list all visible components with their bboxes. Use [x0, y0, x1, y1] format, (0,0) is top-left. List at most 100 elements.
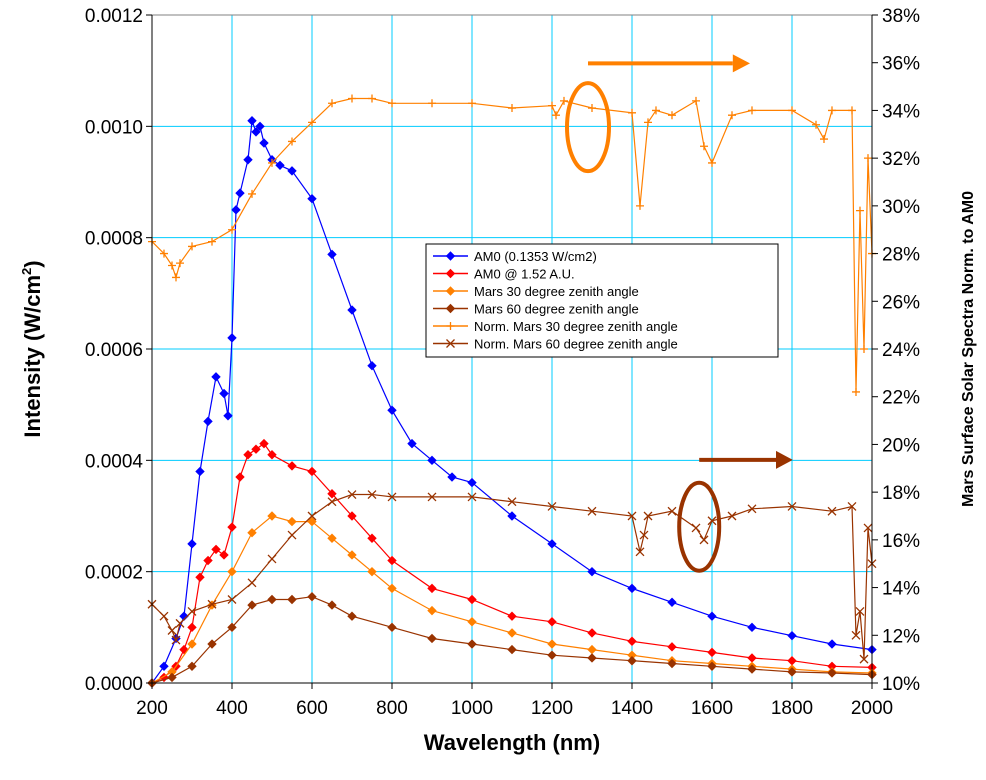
- series-6-point: [643, 511, 653, 521]
- x-tick-label: 600: [296, 698, 328, 719]
- series-3-point: [387, 583, 397, 594]
- series-4-point: [247, 600, 257, 610]
- y-tick-label: 0.0002: [85, 563, 143, 584]
- series-5-point: [428, 99, 436, 108]
- series-4: [147, 592, 877, 688]
- x-axis-title: Wavelength (nm): [424, 730, 600, 755]
- series-5-point: [248, 189, 256, 198]
- y2-tick-label: 26%: [882, 292, 920, 313]
- series-6-point: [207, 599, 217, 609]
- series-2-point: [467, 594, 477, 605]
- series-5-point: [268, 158, 276, 167]
- series-5-point: [176, 259, 184, 268]
- series-5-point: [288, 137, 296, 146]
- y-tick-label: 0.0012: [85, 6, 143, 27]
- series-6-point: [327, 497, 337, 507]
- series-1-point: [407, 438, 417, 449]
- series-2-point: [287, 461, 297, 471]
- series-1-point: [547, 539, 557, 549]
- series-5-point: [188, 242, 196, 251]
- series-5-point: [168, 261, 176, 270]
- series-6-point: [699, 535, 709, 545]
- series-4-point: [327, 600, 337, 610]
- axes: 200 400 600 800 1000 1200 1400 1600 1800 2000 0.00…: [85, 6, 920, 719]
- series-5-point: [828, 106, 836, 115]
- series-4-point: [187, 661, 197, 672]
- y-tick-label: 0.0006: [85, 340, 143, 361]
- series-6-point: [171, 635, 181, 645]
- series-1-point: [159, 661, 169, 672]
- series-2-point: [427, 583, 437, 594]
- series-1-point: [387, 405, 397, 415]
- legend-item-1: AM0 (0.1353 W/cm2): [433, 249, 597, 264]
- y2-tick-label: 28%: [882, 245, 920, 266]
- series-2-point: [327, 489, 337, 499]
- series-2-point: [387, 555, 397, 566]
- series-5-point: [748, 106, 756, 115]
- series-3-point: [427, 605, 437, 616]
- series-1-point: [707, 611, 717, 621]
- series-1-point: [227, 333, 237, 343]
- series-5-point: [388, 99, 396, 108]
- series-5-point: [864, 154, 872, 163]
- annotation-ellipse-norm-60: [677, 480, 722, 573]
- series-1-point: [211, 372, 221, 382]
- series-2-point: [251, 444, 261, 454]
- series-5-point: [628, 108, 636, 117]
- series-6-point: [691, 523, 701, 533]
- series-2-point: [547, 617, 557, 627]
- series-1-point: [259, 138, 269, 148]
- series-6-point: [635, 547, 645, 557]
- series-5-point: [328, 99, 336, 108]
- series-5-point: [588, 104, 596, 113]
- legend-item-3: Mars 30 degree zenith angle: [433, 284, 639, 299]
- series-3-point: [347, 550, 357, 560]
- series-4-point: [207, 639, 217, 649]
- series-1-point: [203, 416, 213, 427]
- y-axis-title: Intensity (W/cm2): [19, 260, 45, 437]
- series-6-point: [639, 530, 649, 540]
- series-2-point: [587, 628, 597, 638]
- series-6-point: [863, 523, 873, 533]
- x-tick-label: 400: [216, 698, 248, 719]
- x-tick-label: 1800: [771, 698, 813, 719]
- series-6: [147, 490, 877, 664]
- series-3-point: [507, 628, 517, 638]
- series-1-point: [287, 166, 297, 176]
- series-4-point: [387, 622, 397, 633]
- series-1-point: [627, 583, 637, 594]
- series-5-point: [308, 118, 316, 127]
- y2-tick-label: 20%: [882, 435, 920, 456]
- series-5-point: [348, 94, 356, 103]
- series-1-point: [247, 116, 257, 126]
- x-tick-label: 1200: [531, 698, 573, 719]
- series-2-point: [235, 472, 245, 482]
- series-1-point: [347, 305, 357, 315]
- y2-tick-label: 14%: [882, 579, 920, 600]
- series-6-point: [247, 578, 257, 588]
- legend-swatch-marker: [446, 339, 455, 348]
- series-2-point: [203, 555, 213, 566]
- legend-item-6: Norm. Mars 60 degree zenith angle: [433, 337, 678, 352]
- legend-swatch-marker: [446, 322, 455, 330]
- series-6-point: [827, 506, 837, 516]
- series-5-point: [636, 201, 644, 210]
- series-1-point: [219, 388, 229, 399]
- x-tick-label: 1400: [611, 698, 653, 719]
- series-4-point: [667, 658, 677, 669]
- series-4-point: [467, 639, 477, 649]
- series-4-point: [827, 668, 837, 678]
- y-tick-label: 0.0010: [85, 117, 143, 138]
- series-6-point: [167, 626, 177, 635]
- series-1: [147, 116, 877, 688]
- series-6-point: [467, 492, 477, 502]
- series-2-point: [507, 611, 517, 621]
- series-1-point: [747, 622, 757, 633]
- series-1-point: [195, 466, 205, 477]
- y-axis-title-superscript: 2: [19, 268, 34, 275]
- series-2-point: [227, 522, 237, 532]
- series-4-point: [347, 611, 357, 621]
- series-2-point: [307, 466, 317, 477]
- series-5-point: [856, 206, 864, 215]
